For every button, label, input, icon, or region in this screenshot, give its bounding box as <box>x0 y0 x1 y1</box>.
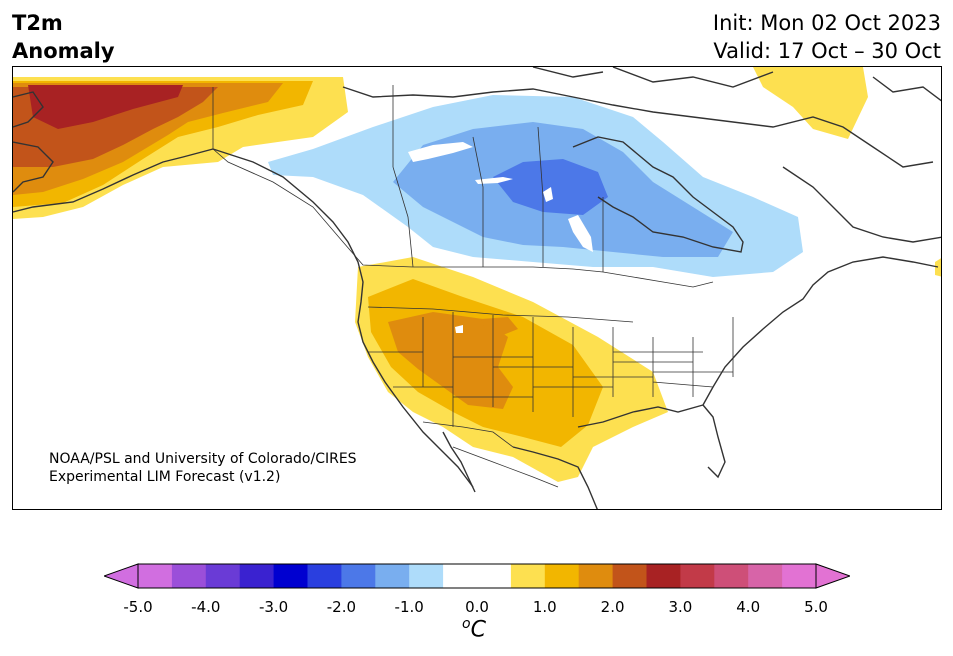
labrador-coast <box>782 166 941 243</box>
colorbar <box>104 563 850 589</box>
state-borders <box>367 306 734 427</box>
units-superscript: o <box>462 616 471 632</box>
colorbar-tick-label: -3.0 <box>258 598 289 616</box>
colorbar-segments <box>138 564 817 588</box>
units-label: oC <box>462 616 486 642</box>
colorbar-segment <box>714 564 749 588</box>
colorbar-tick-label: 4.0 <box>736 598 761 616</box>
valid-range: Valid: 17 Oct – 30 Oct <box>713 39 941 63</box>
colorbar-segment <box>748 564 783 588</box>
colorbar-tick-label: -2.0 <box>326 598 357 616</box>
atlantic-coast <box>702 256 939 406</box>
colorbar-segment <box>205 564 241 588</box>
units-main: C <box>470 617 486 643</box>
east-edge-warm <box>935 258 941 277</box>
colorbar-tick-label: 5.0 <box>804 598 828 616</box>
great-slave-lake <box>408 142 473 162</box>
great-salt-lake <box>455 325 463 333</box>
warm-anomaly-layer <box>13 67 941 482</box>
hudson-bay <box>572 136 744 253</box>
credit-line-2: Experimental LIM Forecast (v1.2) <box>49 469 281 485</box>
colorbar-segment <box>138 564 173 588</box>
arctic-coast <box>342 86 934 168</box>
canada-cold-3 <box>493 159 608 215</box>
colorbar-segment <box>578 564 614 588</box>
colorbar-segment <box>782 564 817 588</box>
colorbar-segment <box>646 564 681 588</box>
colorbar-under-triangle <box>104 563 139 589</box>
florida-coast <box>702 404 726 479</box>
pacific-coast <box>212 148 474 488</box>
colorbar-segment <box>612 564 647 588</box>
title-line-1: T2m <box>12 11 63 35</box>
colorbar-segment <box>171 564 207 588</box>
colorbar-segment <box>443 564 478 588</box>
colorbar-segment <box>477 564 512 588</box>
colorbar-segment <box>307 564 342 588</box>
alaska-warm-5 <box>28 85 183 129</box>
gulf-coast <box>512 404 704 509</box>
colorbar-segment <box>409 564 444 588</box>
colorbar-segment <box>273 564 308 588</box>
colorbar-tick-label: -5.0 <box>123 598 153 616</box>
colorbar-outline <box>137 563 817 589</box>
colorbar-segment <box>510 564 546 588</box>
colorbar-over-triangle <box>815 563 850 589</box>
baja-coast <box>442 431 476 493</box>
title-line-2: Anomaly <box>12 39 115 63</box>
lake-athabasca <box>475 177 513 184</box>
colorbar-segment <box>341 564 376 588</box>
credit-line-1: NOAA/PSL and University of Colorado/CIRE… <box>49 451 357 467</box>
reindeer-lake <box>543 187 553 202</box>
colorbar-tick-label: 0.0 <box>465 598 489 616</box>
labrador-warm <box>753 67 868 139</box>
colorbar-tick-label: 2.0 <box>600 598 625 616</box>
lake-winnipeg <box>568 215 593 252</box>
lakes-layer <box>408 142 593 333</box>
colorbar-tick-label: 3.0 <box>668 598 693 616</box>
colorbar-segment <box>375 564 410 588</box>
colorbar-tick-label: -4.0 <box>191 598 221 616</box>
islands <box>532 67 941 102</box>
credit-text: NOAA/PSL and University of Colorado/CIRE… <box>49 450 357 486</box>
canada-us-border <box>212 148 714 288</box>
colorbar-segment <box>544 564 580 588</box>
forecast-dates: Init: Mon 02 Oct 2023 Valid: 17 Oct – 30… <box>713 9 941 65</box>
colorbar-tick-label: 1.0 <box>532 598 557 616</box>
coastlines-layer <box>13 67 941 509</box>
alaska-coast <box>13 91 214 213</box>
west-us-warm-3 <box>388 312 513 409</box>
map-canvas <box>13 67 941 509</box>
borders-layer <box>212 85 734 488</box>
map-title: T2m Anomaly <box>12 9 115 65</box>
province-borders <box>392 85 604 272</box>
colorbar-segment <box>680 564 715 588</box>
cold-anomaly-layer <box>268 95 803 277</box>
colorbar-segment <box>239 564 275 588</box>
init-date: Init: Mon 02 Oct 2023 <box>712 11 941 35</box>
mexico-border <box>422 421 559 488</box>
colorbar-tick-label: -1.0 <box>394 598 424 616</box>
anomaly-map <box>12 66 942 510</box>
west-us-warm-4 <box>481 317 518 335</box>
